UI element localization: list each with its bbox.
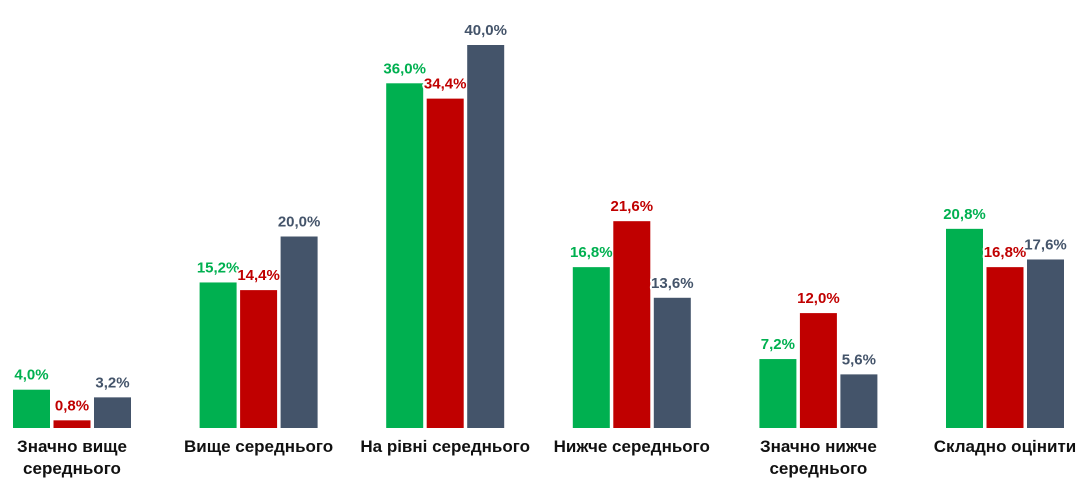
value-label: 20,0% (278, 214, 321, 231)
value-label: 36,0% (383, 60, 426, 77)
value-label: 34,4% (424, 76, 467, 93)
category-label: Значно вище середнього (17, 437, 127, 478)
bar (1027, 259, 1064, 428)
value-label: 3,2% (95, 374, 129, 391)
value-label: 14,4% (237, 267, 280, 284)
category-label: Складно оцінити (933, 437, 1077, 456)
category-label: Вище середнього (184, 437, 334, 456)
bar (13, 389, 50, 428)
value-label: 7,2% (761, 336, 795, 353)
value-label: 21,6% (611, 198, 654, 215)
value-label: 17,6% (1024, 236, 1067, 253)
value-label: 16,8% (570, 244, 613, 261)
category-label: Нижче середнього (553, 437, 710, 456)
value-label: 5,6% (842, 351, 876, 368)
bar (386, 83, 424, 429)
value-label: 16,8% (984, 244, 1027, 261)
bar (240, 290, 278, 428)
value-label: 15,2% (197, 259, 240, 276)
bar (426, 98, 464, 429)
bar (653, 297, 691, 428)
bar (280, 236, 318, 428)
value-label: 40,0% (464, 22, 507, 39)
value-label: 12,0% (797, 290, 840, 307)
bar (799, 313, 837, 428)
bar (572, 267, 610, 428)
value-label: 4,0% (14, 367, 48, 384)
bar (53, 420, 91, 428)
value-label: 20,8% (943, 206, 986, 223)
value-label: 0,8% (55, 397, 89, 414)
bar (467, 45, 505, 428)
bar (986, 267, 1024, 428)
category-label: На рівні середнього (360, 437, 530, 456)
value-label: 13,6% (651, 275, 694, 292)
bar (94, 397, 131, 428)
category-label: Значно нижче середнього (759, 437, 877, 478)
bar (759, 359, 797, 428)
bar (613, 221, 651, 428)
bar (946, 228, 983, 428)
bar (840, 374, 878, 428)
bar (199, 282, 237, 428)
